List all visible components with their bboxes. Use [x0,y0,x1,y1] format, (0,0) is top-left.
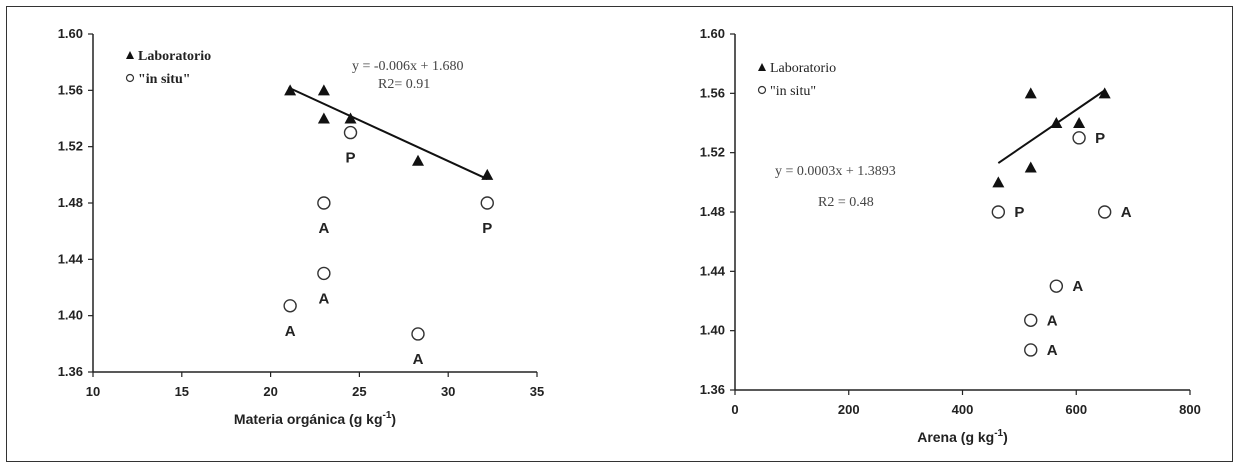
data-point-laboratorio [1098,87,1111,99]
point-label: A [413,351,424,368]
x-tick-label: 20 [263,384,277,399]
legend-entry: "in situ" [770,84,816,99]
y-tick-label: 1.40 [58,308,83,323]
point-label: A [1121,204,1132,221]
data-point-laboratorio [992,176,1005,188]
data-point-in-situ [1097,205,1112,219]
regression-equation: y = -0.006x + 1.680 [352,59,463,74]
data-point-laboratorio [481,168,494,180]
point-label: P [482,220,492,237]
y-tick-label: 1.48 [700,204,725,219]
point-label: A [318,290,329,307]
data-point-in-situ [317,196,331,210]
x-tick-label: 200 [838,402,860,417]
point-label: P [1014,204,1024,221]
y-tick-label: 1.48 [58,195,83,210]
data-point-in-situ [343,125,358,140]
x-tick-label: 25 [352,384,366,399]
legend-entry: "in situ" [138,72,191,87]
data-point-laboratorio [1073,117,1086,128]
x-tick-label: 15 [175,384,189,399]
x-tick-label: 10 [86,384,100,399]
data-point-in-situ [991,205,1006,219]
y-tick-label: 1.52 [700,145,725,160]
chart-materia-organica: 1.36 1.40 1.44 1.48 1.52 1.56 1.60 10 15 20 25 30 35… [58,26,545,427]
x-tick-label: 0 [731,402,738,417]
legend-entry: Laboratorio [770,61,836,76]
regression-equation: y = 0.0003x + 1.3893 [775,164,896,179]
y-tick-label: 1.56 [58,82,83,97]
x-axis-title-text: Arena (g kg [917,429,994,445]
data-point-in-situ [1049,279,1064,293]
y-tick-label: 1.44 [58,251,84,266]
data-point-laboratorio [317,112,330,124]
x-axis-title-sup: -1 [994,428,1003,439]
data-point-laboratorio [1050,117,1063,128]
data-point-in-situ [1072,131,1086,145]
x-tick-label: 600 [1065,402,1087,417]
data-point-in-situ [480,196,494,210]
data-point-laboratorio [284,84,297,96]
data-point-laboratorio [412,154,425,166]
data-point-in-situ [1024,343,1038,357]
r-squared: R2 = 0.48 [818,195,874,210]
point-label: A [285,323,296,340]
point-label: P [346,150,356,167]
x-tick-label: 35 [530,384,544,399]
point-label: A [1047,312,1058,329]
x-axis-title-text: Materia orgánica (g kg [234,411,383,427]
y-tick-label: 1.60 [700,26,725,41]
x-axis-title-close: ) [391,411,396,427]
point-label: A [318,220,329,237]
x-axis-title-sup: -1 [383,410,392,421]
y-tick-label: 1.56 [700,85,725,100]
data-point-in-situ [317,266,331,281]
y-tick-label: 1.40 [700,323,725,338]
legend-circle-marker [125,73,135,83]
data-point-in-situ [283,299,297,313]
legend-triangle-marker [126,51,134,59]
data-point-laboratorio [344,112,357,124]
y-tick-label: 1.36 [58,364,83,379]
legend-entry: Laboratorio [138,49,211,64]
x-tick-label: 400 [952,402,974,417]
point-label: P [1095,130,1105,147]
data-point-laboratorio [1024,161,1037,173]
x-tick-label: 30 [441,384,455,399]
figure-frame [6,6,1233,462]
x-axis-title: Arena (g kg-1) [917,428,1008,445]
y-tick-label: 1.52 [58,139,83,154]
data-point-laboratorio [317,84,330,96]
trendline [287,86,488,180]
point-label: A [1072,278,1083,295]
point-label: A [1047,342,1058,359]
x-axis-title-close: ) [1003,429,1008,445]
data-point-in-situ [1024,313,1038,327]
data-point-laboratorio [1024,87,1037,99]
y-tick-label: 1.44 [700,263,726,278]
y-tick-label: 1.60 [58,26,83,41]
data-point-in-situ [411,327,425,341]
x-axis-title: Materia orgánica (g kg-1) [234,410,396,427]
y-tick-label: 1.36 [700,382,725,397]
r-squared: R2= 0.91 [378,77,430,92]
chart-arena: 1.36 1.40 1.44 1.48 1.52 1.56 1.60 0 200 400 600 80… [700,26,1201,445]
legend-triangle-marker [758,63,766,71]
legend-circle-marker [757,85,767,95]
x-tick-label: 800 [1179,402,1201,417]
